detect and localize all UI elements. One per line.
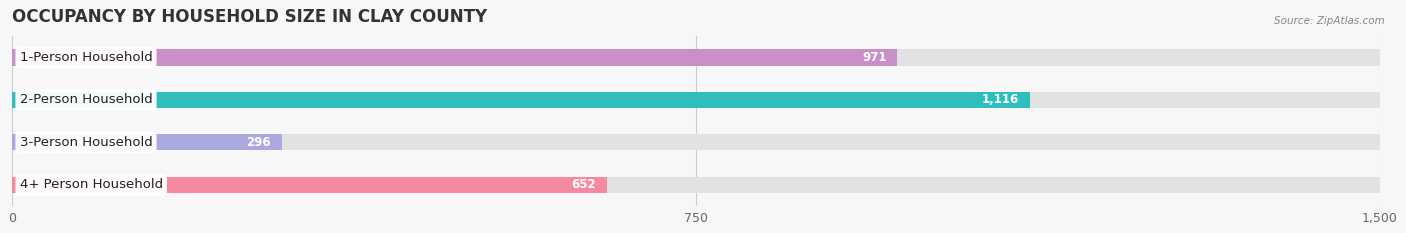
Bar bbox=[13, 134, 1379, 151]
Text: OCCUPANCY BY HOUSEHOLD SIZE IN CLAY COUNTY: OCCUPANCY BY HOUSEHOLD SIZE IN CLAY COUN… bbox=[13, 8, 488, 26]
Text: 296: 296 bbox=[246, 136, 271, 149]
Text: 652: 652 bbox=[571, 178, 596, 191]
Text: 3-Person Household: 3-Person Household bbox=[20, 136, 152, 149]
Text: 971: 971 bbox=[862, 51, 887, 64]
Text: 1-Person Household: 1-Person Household bbox=[20, 51, 152, 64]
Bar bbox=[13, 177, 607, 193]
Bar bbox=[13, 92, 1029, 108]
Bar bbox=[13, 134, 283, 151]
Text: 4+ Person Household: 4+ Person Household bbox=[20, 178, 163, 191]
Bar bbox=[13, 92, 1379, 108]
Text: Source: ZipAtlas.com: Source: ZipAtlas.com bbox=[1274, 16, 1385, 26]
Text: 2-Person Household: 2-Person Household bbox=[20, 93, 152, 106]
Bar bbox=[13, 49, 1379, 65]
Bar bbox=[13, 177, 1379, 193]
Text: 1,116: 1,116 bbox=[981, 93, 1019, 106]
Bar bbox=[13, 49, 897, 65]
